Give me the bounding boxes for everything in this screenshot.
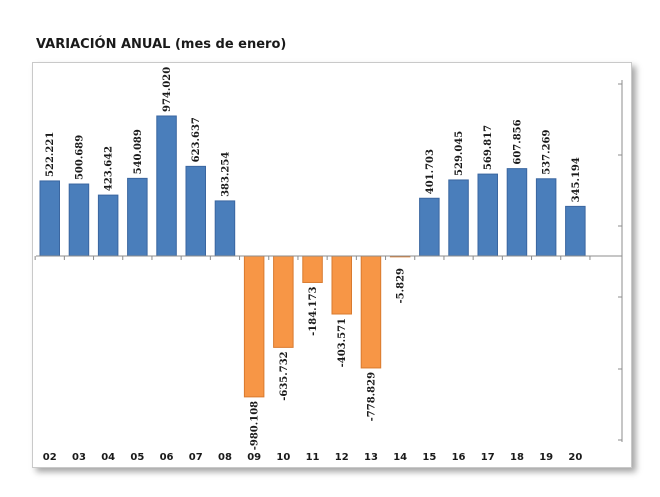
x-tick-label-04: 04 xyxy=(101,452,115,463)
bar-20 xyxy=(565,205,586,257)
bar-05 xyxy=(127,177,148,257)
value-label-04: 423.642 xyxy=(104,146,115,191)
value-label-17: 569.817 xyxy=(483,125,494,170)
x-tick-label-06: 06 xyxy=(160,452,174,463)
value-label-20: 345.194 xyxy=(571,157,582,202)
value-label-15: 401.703 xyxy=(425,149,436,194)
x-tick-label-15: 15 xyxy=(422,452,436,463)
x-tick-label-14: 14 xyxy=(393,452,407,463)
bar-07 xyxy=(185,165,206,257)
value-label-08: 383.254 xyxy=(220,152,231,197)
x-tick-label-18: 18 xyxy=(510,452,524,463)
bar-10 xyxy=(273,255,294,348)
bar-19 xyxy=(535,178,557,257)
value-labels-group: 522.221 500.689 423.642 540.089 974.020 623.6… xyxy=(45,67,582,451)
bar-02 xyxy=(39,180,60,257)
x-tick-label-10: 10 xyxy=(276,452,290,463)
value-label-05: 540.089 xyxy=(133,129,144,174)
axes-group xyxy=(34,80,623,442)
value-label-14: -5.829 xyxy=(396,268,407,304)
bar-13 xyxy=(360,255,382,369)
value-label-12: -403.571 xyxy=(337,318,348,367)
bar-04 xyxy=(97,194,119,257)
value-label-10: -635.732 xyxy=(279,351,290,400)
bar-18 xyxy=(506,168,528,257)
value-label-13: -778.829 xyxy=(366,372,377,421)
bar-16 xyxy=(448,179,469,257)
value-label-09: -980.108 xyxy=(250,401,261,450)
value-label-02: 522.221 xyxy=(45,132,56,177)
x-tick-label-05: 05 xyxy=(130,452,144,463)
x-tick-label-03: 03 xyxy=(72,452,86,463)
chart-title: VARIACIÓN ANUAL (mes de enero) xyxy=(36,37,287,52)
x-tick-label-13: 13 xyxy=(364,452,378,463)
bars-group xyxy=(39,115,586,398)
x-tick-label-16: 16 xyxy=(452,452,466,463)
x-tick-label-09: 09 xyxy=(247,452,261,463)
bar-08 xyxy=(214,200,236,257)
x-tick-label-17: 17 xyxy=(481,452,495,463)
x-tick-label-02: 02 xyxy=(43,452,57,463)
x-tick-label-12: 12 xyxy=(335,452,349,463)
value-label-18: 607.856 xyxy=(512,119,523,164)
value-label-19: 537.269 xyxy=(542,130,553,175)
bar-15 xyxy=(419,197,440,257)
bar-11 xyxy=(302,255,323,283)
bar-09 xyxy=(243,255,265,398)
x-tick-label-07: 07 xyxy=(189,452,203,463)
x-tick-label-08: 08 xyxy=(218,452,232,463)
bar-12 xyxy=(331,255,352,315)
bar-03 xyxy=(68,183,90,257)
value-label-06: 974.020 xyxy=(162,67,173,112)
value-label-11: -184.173 xyxy=(308,286,319,335)
x-tick-label-19: 19 xyxy=(539,452,553,463)
x-tick-label-20: 20 xyxy=(568,452,582,463)
bar-17 xyxy=(477,173,498,257)
x-tick-label-11: 11 xyxy=(306,452,320,463)
value-label-07: 623.637 xyxy=(191,117,202,162)
bar-06 xyxy=(156,115,177,257)
value-label-16: 529.045 xyxy=(454,131,465,176)
value-label-03: 500.689 xyxy=(74,135,85,180)
x-tick-labels-group: 02 03 04 05 06 07 08 09 10 11 12 13 14 15 16 17 18 19 20 xyxy=(43,452,583,463)
